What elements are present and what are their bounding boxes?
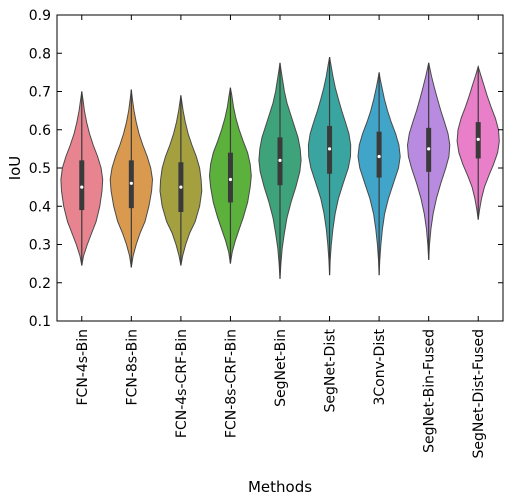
y-tick-label: 0.1 [29, 314, 51, 330]
x-tick-label: SegNet-Bin [273, 329, 289, 407]
violins-layer [60, 57, 500, 279]
violin-median [377, 154, 381, 159]
violin-SegNet-Dist [307, 57, 352, 276]
plot-frame [56, 14, 504, 322]
x-tick-label: SegNet-Dist-Fused [471, 329, 487, 458]
y-tick-label: 0.9 [29, 8, 51, 24]
violin-median [179, 185, 183, 189]
violin-iqr-box [376, 131, 382, 178]
violin-median [80, 185, 84, 189]
violin-median [129, 181, 133, 185]
x-axis-ticks: FCN-4s-Bin FCN-8s-Bin FCN-4s-CRF-Bin FCN-8s… [75, 15, 487, 458]
violin-median [327, 147, 332, 151]
y-tick-label: 0.6 [29, 123, 51, 139]
x-tick-label: SegNet-Dist [323, 328, 339, 412]
y-tick-label: 0.5 [29, 161, 51, 177]
violin-iqr-box [227, 152, 233, 203]
violin-iqr-box [79, 160, 85, 211]
y-tick-label: 0.8 [29, 46, 51, 62]
violin-SegNet-Bin-Fused [406, 62, 451, 260]
x-tick-label: FCN-8s-CRF-Bin [223, 329, 239, 438]
y-tick-label: 0.3 [29, 238, 51, 254]
y-axis-ticks: 0.1 0.2 0.3 0.4 0.5 0.6 0.7 0.8 0.9 [29, 8, 503, 330]
x-axis-label: Methods [248, 478, 312, 496]
y-tick-label: 0.4 [29, 199, 51, 215]
y-tick-label: 0.2 [29, 276, 51, 292]
violin-FCN-4s-Bin [60, 91, 104, 266]
violin-median [228, 177, 233, 182]
violin-FCN-8s-Bin [109, 89, 154, 268]
x-tick-label: FCN-4s-CRF-Bin [174, 329, 190, 438]
x-tick-label: 3Conv-Dist [372, 329, 388, 406]
violin-median [476, 137, 480, 141]
y-tick-label: 0.7 [29, 85, 51, 101]
x-tick-label: FCN-4s-Bin [75, 329, 91, 405]
y-axis-label: IoU [6, 156, 24, 181]
violin-median [278, 158, 282, 162]
violin-SegNet-Dist-Fused [456, 64, 500, 220]
violin-SegNet-Bin [258, 62, 302, 279]
violin-median [427, 147, 431, 151]
violin-FCN-4s-CRF-Bin [159, 95, 203, 266]
x-tick-label: SegNet-Bin-Fused [422, 329, 438, 453]
violin-3Conv-Dist [357, 72, 401, 276]
violin-FCN-8s-CRF-Bin [208, 87, 252, 264]
x-tick-label: FCN-8s-Bin [124, 329, 140, 405]
